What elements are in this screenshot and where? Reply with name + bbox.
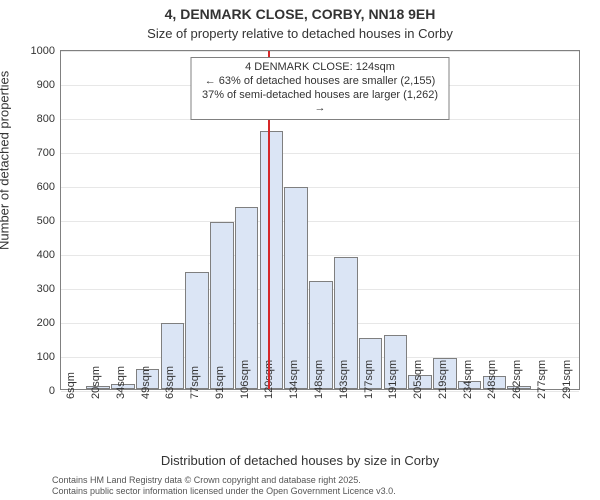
x-tick-label: 177sqm xyxy=(363,360,375,399)
x-tick-label: 163sqm xyxy=(338,360,350,399)
x-tick-label: 205sqm xyxy=(412,360,424,399)
y-tick-label: 200 xyxy=(37,317,61,329)
y-tick-label: 700 xyxy=(37,147,61,159)
gridline xyxy=(61,187,579,188)
x-tick-label: 277sqm xyxy=(536,360,548,399)
x-tick-label: 191sqm xyxy=(387,360,399,399)
chart-subtitle: Size of property relative to detached ho… xyxy=(0,26,600,41)
x-tick-label: 262sqm xyxy=(511,360,523,399)
y-tick-label: 1000 xyxy=(31,45,61,57)
x-tick-label: 248sqm xyxy=(486,360,498,399)
x-tick-label: 134sqm xyxy=(288,360,300,399)
annotation-line: 37% of semi-detached houses are larger (… xyxy=(198,89,443,117)
x-tick-label: 106sqm xyxy=(239,360,251,399)
x-tick-label: 34sqm xyxy=(115,366,127,399)
x-tick-label: 234sqm xyxy=(462,360,474,399)
annotation-line: 4 DENMARK CLOSE: 124sqm xyxy=(198,61,443,75)
x-tick-label: 20sqm xyxy=(90,366,102,399)
chart-container: 4, DENMARK CLOSE, CORBY, NN18 9EH Size o… xyxy=(0,0,600,500)
x-tick-label: 63sqm xyxy=(164,366,176,399)
y-tick-label: 400 xyxy=(37,249,61,261)
x-tick-label: 148sqm xyxy=(313,360,325,399)
y-tick-label: 300 xyxy=(37,283,61,295)
x-tick-label: 6sqm xyxy=(65,372,77,399)
histogram-bar xyxy=(284,187,308,389)
gridline xyxy=(61,51,579,52)
chart-title: 4, DENMARK CLOSE, CORBY, NN18 9EH xyxy=(0,6,600,22)
credit-line: Contains public sector information licen… xyxy=(52,486,396,496)
x-tick-label: 291sqm xyxy=(561,360,573,399)
gridline xyxy=(61,221,579,222)
y-tick-label: 0 xyxy=(49,385,61,397)
y-axis-label: Number of detached properties xyxy=(0,71,12,250)
x-tick-label: 49sqm xyxy=(140,366,152,399)
y-tick-label: 600 xyxy=(37,181,61,193)
plot-area: 010020030040050060070080090010006sqm20sq… xyxy=(60,50,580,390)
x-tick-label: 91sqm xyxy=(214,366,226,399)
histogram-bar xyxy=(260,131,284,389)
credits: Contains HM Land Registry data © Crown c… xyxy=(52,475,396,496)
y-tick-label: 800 xyxy=(37,113,61,125)
gridline xyxy=(61,153,579,154)
y-tick-label: 500 xyxy=(37,215,61,227)
histogram-bar xyxy=(210,222,234,389)
y-tick-label: 900 xyxy=(37,79,61,91)
annotation-line: ← 63% of detached houses are smaller (2,… xyxy=(198,75,443,89)
credit-line: Contains HM Land Registry data © Crown c… xyxy=(52,475,396,485)
gridline xyxy=(61,255,579,256)
x-tick-label: 77sqm xyxy=(189,366,201,399)
y-tick-label: 100 xyxy=(37,351,61,363)
x-axis-label: Distribution of detached houses by size … xyxy=(0,453,600,468)
x-tick-label: 219sqm xyxy=(437,360,449,399)
reference-annotation: 4 DENMARK CLOSE: 124sqm ← 63% of detache… xyxy=(191,57,450,120)
